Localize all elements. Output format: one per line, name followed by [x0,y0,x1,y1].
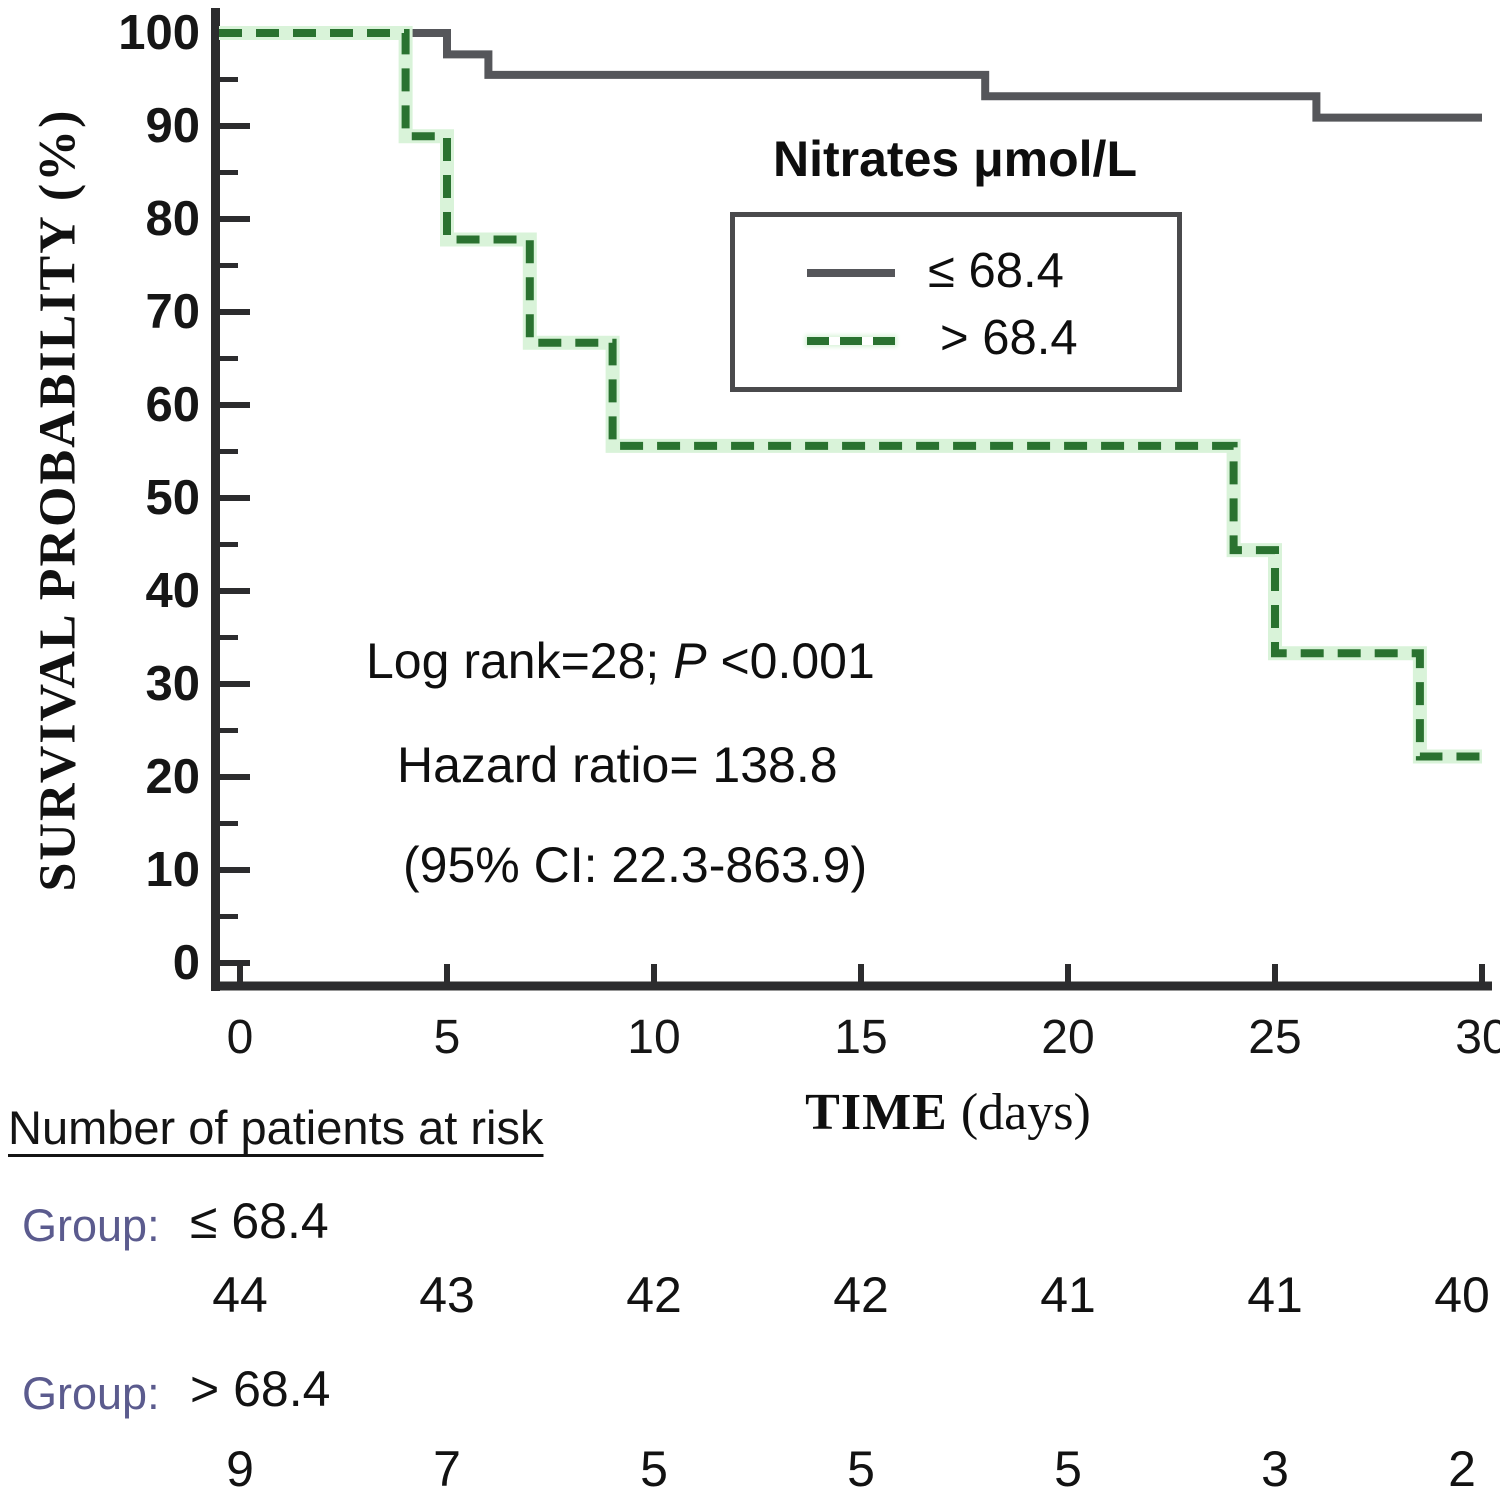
y-tick-label: 60 [145,378,200,432]
log-rank-text: Log rank=28; [366,633,674,689]
group1-label: ≤ 68.4 [190,1193,329,1249]
confidence-interval-annotation: (95% CI: 22.3-863.9) [403,837,868,893]
x-axis-title-bold: TIME [805,1084,948,1141]
legend-entry-le-68-4: ≤ 68.4 [928,244,1064,298]
y-axis-title: SURVIVAL PROBABILITY (%) [29,108,87,892]
at-risk-value: 7 [433,1441,461,1492]
y-tick-label: 40 [145,564,200,618]
x-axis-title-units: (days) [947,1084,1091,1141]
y-tick-label: 80 [145,192,200,246]
group2-label: > 68.4 [190,1361,331,1417]
at-risk-value: 5 [1054,1441,1082,1492]
at-risk-value: 40 [1434,1267,1490,1323]
x-tick-label: 25 [1248,1011,1302,1064]
legend-entry-gt-68-4: > 68.4 [940,311,1078,365]
at-risk-value: 5 [847,1441,875,1492]
at-risk-value: 41 [1247,1267,1303,1323]
x-tick-label: 15 [834,1011,888,1064]
group2-prefix: Group: [22,1368,160,1419]
legend-solid-line-sample [807,269,895,277]
at-risk-value: 9 [226,1441,254,1492]
at-risk-value: 42 [626,1267,682,1323]
y-tick-label: 10 [145,843,200,897]
x-tick-label: 20 [1041,1011,1095,1064]
y-tick-label: 100 [118,6,200,60]
y-tick-label: 0 [172,936,200,990]
at-risk-value: 3 [1261,1441,1289,1492]
y-tick-label: 50 [145,471,200,525]
at-risk-value: 41 [1040,1267,1096,1323]
x-tick-label: 10 [627,1011,681,1064]
p-value-text: <0.001 [706,633,875,689]
p-symbol: P [673,633,707,689]
x-axis-title: TIME (days) [738,1083,1158,1142]
y-tick-label: 90 [145,99,200,153]
legend-title: Nitrates μmol/L [773,131,1137,187]
x-tick-label: 0 [226,1011,254,1064]
legend-dashed-line-sample [807,337,895,345]
y-tick-label: 30 [145,657,200,711]
at-risk-value: 44 [212,1267,268,1323]
y-tick-label: 20 [145,750,200,804]
at-risk-value: 5 [640,1441,668,1492]
at-risk-value: 2 [1448,1441,1476,1492]
at-risk-value: 42 [833,1267,889,1323]
x-tick-label: 30 [1455,1011,1500,1064]
x-tick-label: 5 [433,1011,461,1064]
at-risk-value: 43 [419,1267,475,1323]
log-rank-annotation: Log rank=28; P <0.001 [366,632,875,690]
at-risk-title: Number of patients at risk [8,1101,544,1154]
legend-box: ≤ 68.4 > 68.4 [730,212,1182,392]
hazard-ratio-annotation: Hazard ratio= 138.8 [397,737,838,793]
group1-prefix: Group: [22,1200,160,1251]
y-tick-label: 70 [145,285,200,339]
